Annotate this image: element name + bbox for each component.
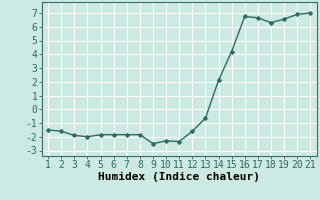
X-axis label: Humidex (Indice chaleur): Humidex (Indice chaleur)	[98, 172, 260, 182]
